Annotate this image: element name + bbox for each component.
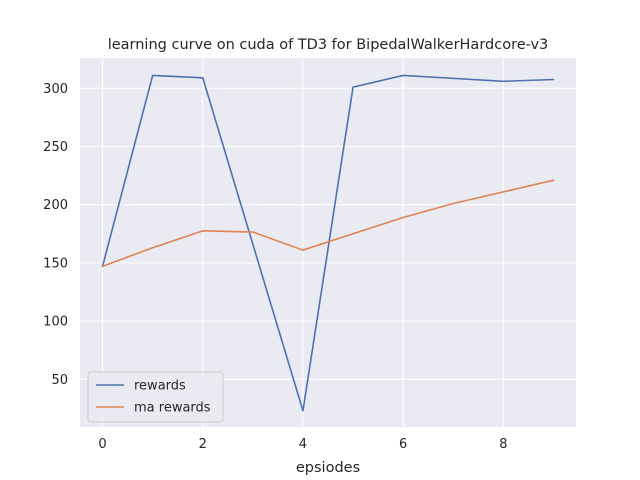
legend: rewards ma rewards — [87, 371, 224, 423]
y-tick-label: 300 — [43, 82, 68, 97]
y-tick-label: 200 — [43, 198, 68, 213]
series-line-0 — [101, 74, 555, 412]
grid-lines — [80, 58, 576, 427]
y-tick-label: 250 — [43, 140, 68, 155]
chart-title: learning curve on cuda of TD3 for Bipeda… — [108, 37, 549, 53]
x-tick-label: 6 — [399, 437, 407, 452]
legend-label-0: rewards — [134, 379, 186, 394]
x-tick-label: 8 — [499, 437, 507, 452]
x-axis-label: epsiodes — [296, 460, 360, 476]
y-tick-label: 100 — [43, 315, 68, 330]
x-tick-label: 4 — [299, 437, 307, 452]
y-tick-label: 50 — [51, 373, 68, 388]
tick-labels: 0 2 4 6 8 50 100 150 200 250 300 — [43, 82, 507, 452]
series-line-1 — [101, 179, 555, 268]
x-tick-label: 2 — [199, 437, 207, 452]
series-lines — [101, 74, 555, 412]
x-tick-label: 0 — [98, 437, 106, 452]
legend-label-1: ma rewards — [134, 401, 211, 416]
y-tick-label: 150 — [43, 256, 68, 271]
